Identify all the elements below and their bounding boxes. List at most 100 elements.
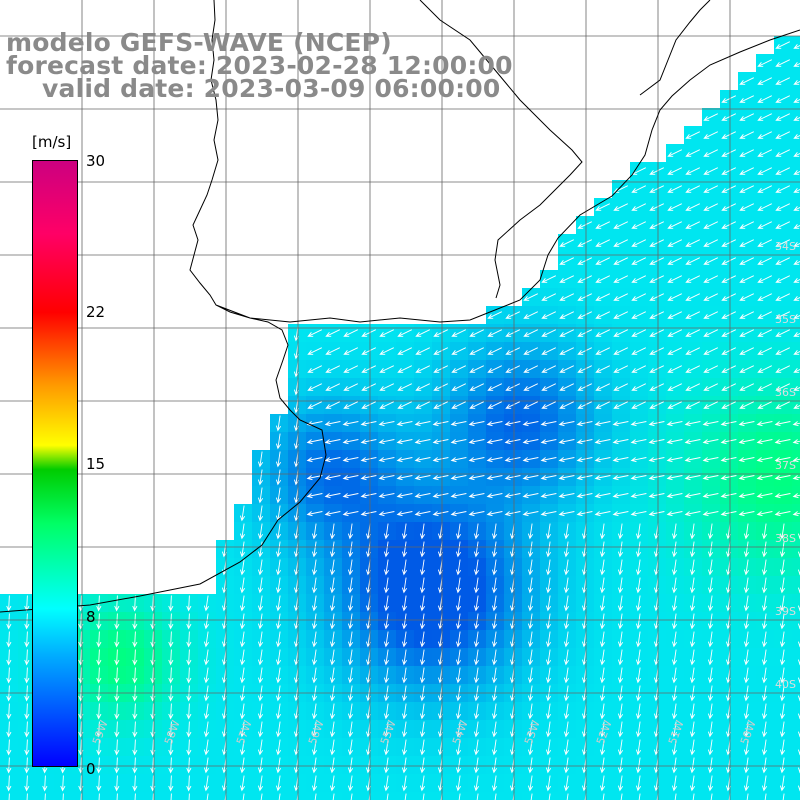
- lat-label-35s: 35S: [775, 313, 796, 326]
- wind-arrow: [613, 257, 628, 265]
- wind-arrow: [522, 439, 539, 445]
- wind-arrow: [168, 595, 174, 612]
- wind-arrow: [168, 667, 174, 684]
- wind-arrow: [96, 631, 102, 648]
- wind-arrow: [666, 457, 683, 463]
- wind-arrow: [401, 559, 408, 576]
- wind-arrow: [360, 475, 377, 481]
- wind-arrow: [545, 721, 552, 738]
- wind-arrow: [559, 401, 574, 409]
- wind-arrow: [540, 457, 557, 463]
- wind-arrow: [450, 421, 467, 427]
- wind-arrow: [558, 511, 575, 517]
- wind-arrow: [473, 703, 480, 720]
- wind-arrow: [132, 649, 138, 666]
- wind-arrow: [307, 329, 322, 337]
- wind-arrow: [599, 775, 606, 792]
- wind-arrow: [774, 475, 791, 481]
- speed-cell: [792, 666, 800, 684]
- wind-arrow: [455, 667, 462, 684]
- wind-arrow: [649, 383, 664, 391]
- wind-arrow: [527, 757, 534, 774]
- wind-arrow: [703, 293, 718, 301]
- wind-arrow: [342, 493, 359, 499]
- speed-cell: [612, 792, 630, 800]
- wind-arrow: [739, 365, 754, 373]
- wind-arrow: [239, 577, 246, 594]
- wind-arrow: [62, 793, 64, 800]
- wind-arrow: [739, 383, 754, 391]
- wind-arrow: [721, 365, 736, 373]
- wind-arrow: [545, 703, 552, 720]
- wind-arrow: [527, 739, 534, 756]
- wind-arrow: [793, 368, 800, 373]
- wind-arrow: [433, 329, 448, 337]
- wind-arrow: [707, 613, 714, 630]
- wind-arrow: [491, 667, 498, 684]
- wind-arrow: [757, 185, 772, 193]
- wind-arrow: [450, 475, 467, 481]
- wind-arrow: [541, 329, 556, 337]
- speed-cell: [576, 792, 594, 800]
- wind-arrow: [757, 311, 772, 319]
- speed-cell: [792, 342, 800, 360]
- wind-arrow: [720, 457, 737, 463]
- wind-arrow: [721, 203, 736, 211]
- lat-label-38s: 38S: [775, 532, 796, 545]
- wind-arrow: [779, 523, 786, 540]
- wind-arrow: [188, 793, 190, 800]
- wind-arrow: [383, 523, 390, 540]
- wind-arrow: [401, 577, 408, 594]
- wind-arrow: [577, 293, 592, 301]
- speed-cell: [792, 396, 800, 414]
- wind-arrow: [617, 667, 624, 684]
- speed-cell: [792, 252, 800, 270]
- wind-arrow: [186, 667, 192, 684]
- wind-arrow: [685, 239, 700, 247]
- wind-arrow: [617, 631, 624, 648]
- speed-cell: [666, 792, 684, 800]
- wind-arrow: [24, 703, 30, 720]
- wind-arrow: [419, 559, 426, 576]
- wind-arrow: [96, 613, 102, 630]
- wind-arrow: [504, 421, 521, 427]
- wind-arrow: [563, 541, 570, 558]
- wind-arrow: [505, 311, 520, 319]
- wind-arrow: [455, 631, 462, 648]
- wind-arrow: [239, 523, 246, 540]
- wind-arrow: [504, 475, 521, 481]
- wind-arrow: [743, 613, 750, 630]
- wind-arrow: [347, 541, 354, 558]
- wind-arrow: [455, 559, 462, 576]
- wind-arrow: [739, 401, 754, 409]
- wind-arrow: [257, 505, 264, 522]
- wind-arrow: [761, 667, 768, 684]
- wind-arrow: [739, 95, 754, 103]
- wind-arrow: [721, 311, 736, 319]
- wind-arrow: [667, 293, 682, 301]
- wind-arrow: [26, 793, 28, 800]
- wind-arrow: [239, 703, 246, 720]
- wind-arrow: [378, 493, 395, 499]
- wind-arrow: [325, 329, 340, 337]
- wind-arrow: [523, 365, 538, 373]
- wind-arrow: [757, 59, 772, 67]
- wind-arrow: [617, 559, 624, 576]
- wind-arrow: [383, 559, 390, 576]
- wind-arrow: [324, 475, 341, 481]
- wind-arrow: [311, 739, 318, 756]
- wind-arrow: [792, 511, 800, 517]
- wind-arrow: [132, 631, 138, 648]
- wind-arrow: [793, 206, 800, 211]
- wind-arrow: [132, 613, 138, 630]
- wind-arrow: [347, 775, 354, 792]
- wind-arrow: [545, 613, 552, 630]
- wind-arrow: [559, 347, 574, 355]
- wind-arrow: [311, 577, 318, 594]
- wind-arrow: [739, 185, 754, 193]
- wind-arrow: [455, 775, 462, 792]
- wind-arrow: [432, 475, 449, 481]
- wind-arrow: [383, 631, 390, 648]
- speed-cell: [792, 774, 800, 792]
- wind-arrow: [487, 383, 502, 391]
